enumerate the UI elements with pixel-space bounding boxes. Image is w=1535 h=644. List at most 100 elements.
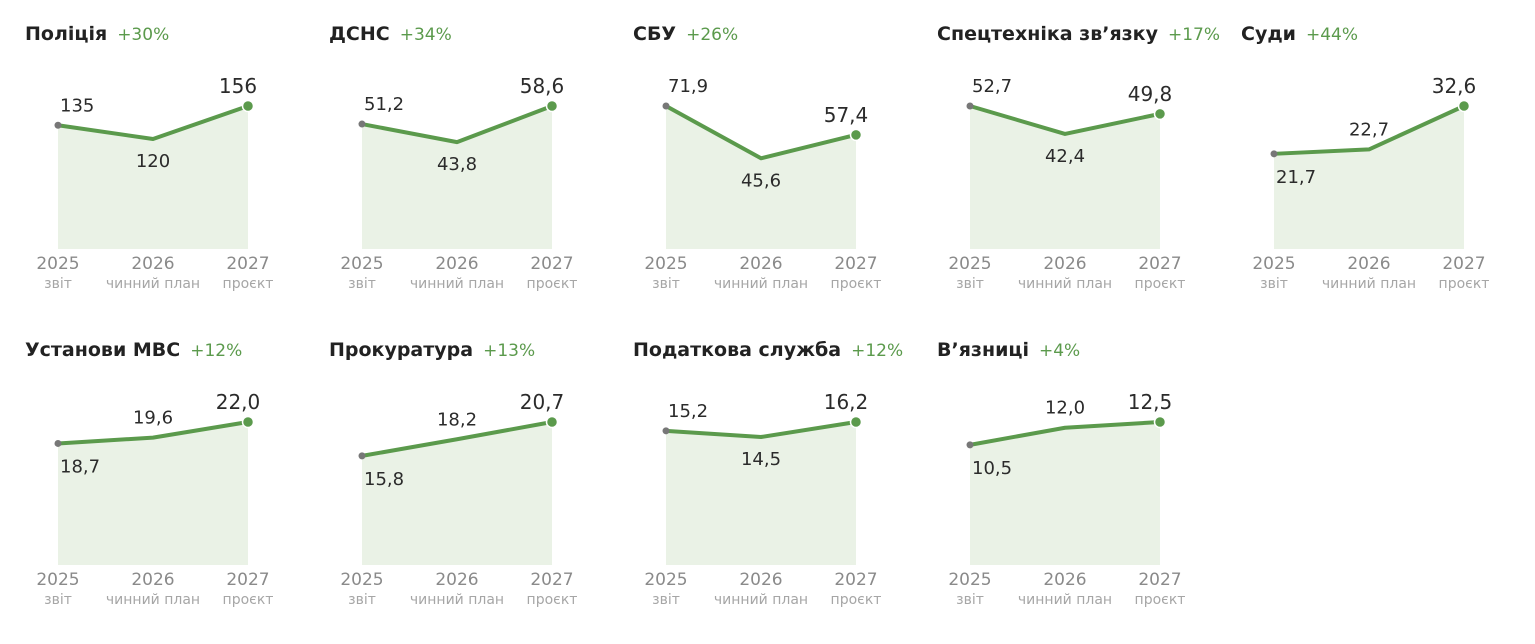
series-line bbox=[664, 104, 858, 161]
x-tick-label: 2026 bbox=[131, 570, 174, 590]
panel-title-line: ДСНС +34% bbox=[329, 23, 452, 45]
panel-title-line: Поліція +30% bbox=[25, 23, 169, 45]
x-tick-sublabel: звіт bbox=[1260, 276, 1288, 292]
x-tick-label: 2025 bbox=[644, 570, 687, 590]
x-tick-sublabel: звіт bbox=[44, 276, 72, 292]
series-area bbox=[970, 106, 1160, 249]
x-tick-label: 2026 bbox=[435, 254, 478, 274]
data-label: 20,7 bbox=[520, 390, 565, 414]
data-point-end bbox=[849, 128, 863, 142]
data-label: 49,8 bbox=[1128, 82, 1173, 106]
data-point-start bbox=[966, 441, 974, 449]
data-point-end bbox=[241, 99, 255, 113]
panel-title-line: Суди +44% bbox=[1241, 23, 1358, 45]
data-point-start bbox=[1270, 150, 1278, 158]
x-tick-label: 2025 bbox=[644, 254, 687, 274]
panel-title: Прокуратура bbox=[329, 339, 473, 361]
series-area bbox=[58, 106, 248, 249]
series-area bbox=[666, 106, 856, 249]
data-label: 18,7 bbox=[60, 456, 100, 477]
panel-title: Податкова служба bbox=[633, 339, 841, 361]
panel-title-line: Спецтехніка зв’язку +17% bbox=[937, 23, 1220, 45]
panel-change: +12% bbox=[851, 341, 903, 361]
data-label: 42,4 bbox=[1045, 146, 1085, 167]
series-line bbox=[1272, 104, 1466, 156]
data-point-start bbox=[358, 120, 366, 128]
chart-panel: СБУ +26% 71,9 45,6 57,4 2025 звіт 2026 чинний пл… bbox=[633, 23, 881, 292]
x-tick-label: 2025 bbox=[1252, 254, 1295, 274]
series-area bbox=[362, 106, 552, 249]
x-tick-label: 2027 bbox=[226, 254, 269, 274]
series-area bbox=[666, 422, 856, 565]
x-tick-sublabel: проєкт bbox=[1135, 592, 1186, 608]
data-label: 14,5 bbox=[741, 449, 781, 470]
panel-title-line: Установи МВС +12% bbox=[25, 339, 242, 361]
data-label: 120 bbox=[136, 151, 170, 172]
series-area bbox=[362, 422, 552, 565]
x-tick-label: 2025 bbox=[36, 570, 79, 590]
panel-title: В’язниці bbox=[937, 339, 1029, 361]
x-tick-label: 2027 bbox=[226, 570, 269, 590]
chart-panel: Установи МВС +12% 18,7 19,6 22,0 2025 звіт 2026… bbox=[25, 339, 273, 608]
panel-title: СБУ bbox=[633, 23, 676, 45]
data-point-start bbox=[662, 427, 670, 435]
series-line bbox=[360, 104, 554, 145]
data-label: 21,7 bbox=[1276, 167, 1316, 188]
data-label: 15,8 bbox=[364, 469, 404, 490]
chart-panel: ДСНС +34% 51,2 43,8 58,6 2025 звіт 2026 чинний п… bbox=[329, 23, 577, 292]
x-tick-sublabel: чинний план bbox=[714, 276, 808, 292]
panel-change: +17% bbox=[1168, 25, 1220, 45]
data-label: 71,9 bbox=[668, 76, 708, 97]
data-label: 16,2 bbox=[824, 390, 869, 414]
x-tick-sublabel: звіт bbox=[44, 592, 72, 608]
series-line bbox=[56, 104, 250, 141]
data-point-end bbox=[1457, 99, 1471, 113]
chart-panel: Спецтехніка зв’язку +17% 52,7 42,4 49,8 2025 з… bbox=[937, 23, 1220, 292]
x-tick-label: 2026 bbox=[131, 254, 174, 274]
data-point-end bbox=[545, 99, 559, 113]
panel-title-line: Прокуратура +13% bbox=[329, 339, 535, 361]
data-label: 32,6 bbox=[1432, 74, 1477, 98]
data-point-end bbox=[849, 415, 863, 429]
x-tick-sublabel: чинний план bbox=[106, 276, 200, 292]
data-point-start bbox=[54, 121, 62, 129]
x-tick-label: 2027 bbox=[530, 254, 573, 274]
data-label: 156 bbox=[219, 74, 257, 98]
panel-change: +13% bbox=[483, 341, 535, 361]
data-point-end bbox=[1153, 107, 1167, 121]
x-tick-sublabel: проєкт bbox=[527, 276, 578, 292]
data-point-end bbox=[241, 415, 255, 429]
panel-title-line: Податкова служба +12% bbox=[633, 339, 903, 361]
panel-change: +44% bbox=[1306, 25, 1358, 45]
x-tick-label: 2027 bbox=[1138, 254, 1181, 274]
panel-change: +4% bbox=[1039, 341, 1080, 361]
x-tick-sublabel: проєкт bbox=[223, 276, 274, 292]
chart-panel: Податкова служба +12% 15,2 14,5 16,2 2025 звіт… bbox=[633, 339, 903, 608]
x-tick-sublabel: чинний план bbox=[1018, 592, 1112, 608]
x-tick-sublabel: звіт bbox=[348, 276, 376, 292]
x-tick-sublabel: звіт bbox=[652, 592, 680, 608]
panel-title: ДСНС bbox=[329, 23, 390, 45]
x-tick-sublabel: звіт bbox=[652, 276, 680, 292]
x-tick-sublabel: чинний план bbox=[410, 592, 504, 608]
series-line bbox=[360, 420, 554, 458]
x-tick-label: 2026 bbox=[1347, 254, 1390, 274]
data-label: 22,7 bbox=[1349, 119, 1389, 140]
series-line bbox=[664, 420, 858, 440]
x-tick-sublabel: проєкт bbox=[1439, 276, 1490, 292]
x-tick-sublabel: проєкт bbox=[831, 276, 882, 292]
chart-panel: Прокуратура +13% 15,8 18,2 20,7 2025 звіт 2026 ч… bbox=[329, 339, 577, 608]
x-tick-label: 2025 bbox=[948, 254, 991, 274]
panel-title: Поліція bbox=[25, 23, 107, 45]
x-tick-label: 2027 bbox=[530, 570, 573, 590]
x-tick-label: 2025 bbox=[36, 254, 79, 274]
panel-change: +34% bbox=[400, 25, 452, 45]
data-label: 15,2 bbox=[668, 401, 708, 422]
data-label: 43,8 bbox=[437, 154, 477, 175]
x-tick-sublabel: проєкт bbox=[831, 592, 882, 608]
data-label: 12,0 bbox=[1045, 398, 1085, 419]
panel-title: Установи МВС bbox=[25, 339, 180, 361]
chart-panel: Поліція +30% 135 120 156 2025 звіт 2026 чинний п… bbox=[25, 23, 273, 292]
data-label: 12,5 bbox=[1128, 390, 1173, 414]
